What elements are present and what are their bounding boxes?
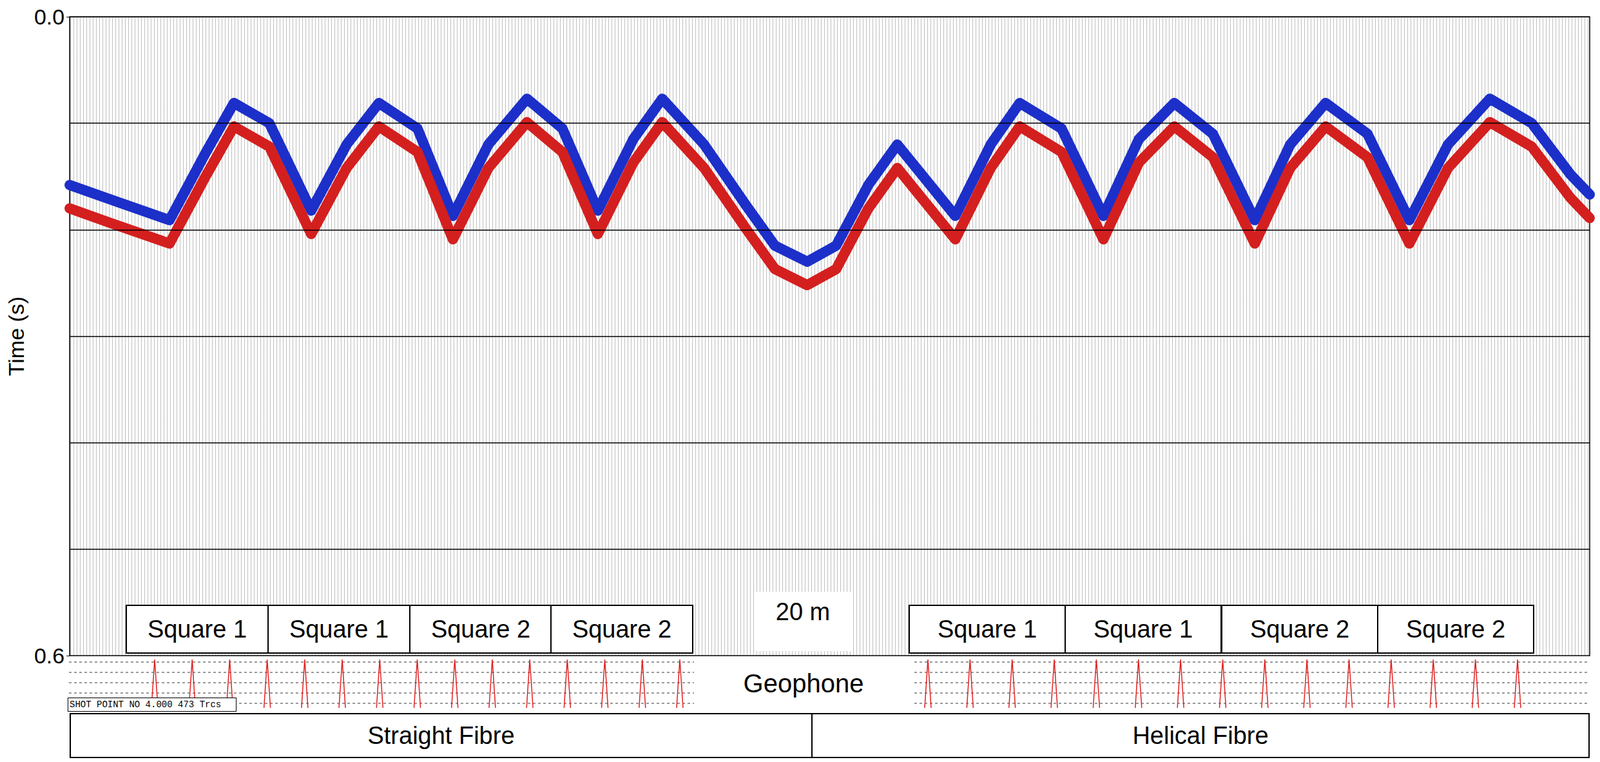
- svg-text:0.0: 0.0: [34, 4, 65, 29]
- html-text:Square 1: Square 1: [1093, 615, 1193, 643]
- html-text:SHOT POINT NO 4.000 473 Trcs: SHOT POINT NO 4.000 473 Trcs: [69, 699, 222, 710]
- html-text:Square 2: Square 2: [1405, 615, 1506, 643]
- html-text:Helical Fibre: Helical Fibre: [1132, 721, 1269, 749]
- html-text:20 m: 20 m: [775, 597, 831, 626]
- html-text:Square 1: Square 1: [937, 615, 1037, 643]
- html-text:Square 2: Square 2: [431, 615, 531, 643]
- html-text:Square 2: Square 2: [1250, 615, 1350, 643]
- html-text:Geophone: Geophone: [743, 668, 864, 697]
- html-text:Square 1: Square 1: [147, 615, 247, 643]
- html-text:Straight Fibre: Straight Fibre: [367, 721, 515, 749]
- html-text:Square 1: Square 1: [289, 615, 389, 643]
- html-text:Square 2: Square 2: [572, 615, 672, 643]
- svg-text:Time (s): Time (s): [3, 296, 29, 376]
- svg-text:0.6: 0.6: [34, 643, 65, 668]
